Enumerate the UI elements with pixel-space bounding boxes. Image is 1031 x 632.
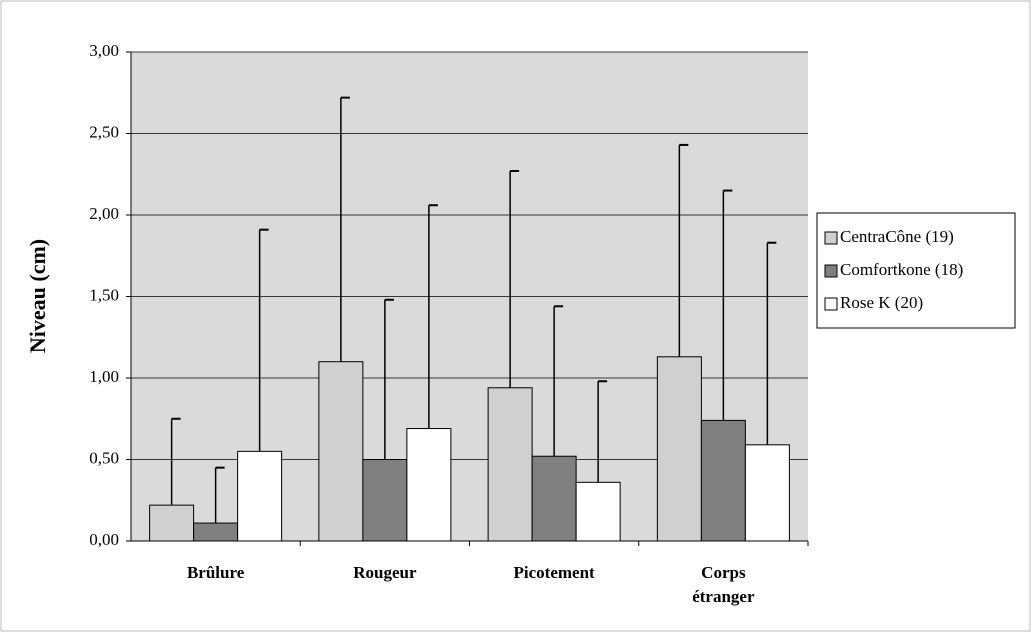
legend-swatch	[824, 297, 838, 311]
bar	[700, 419, 746, 542]
bar	[406, 428, 452, 542]
bar	[318, 361, 364, 542]
bar	[575, 481, 621, 542]
x-tick-label: Corps étranger	[692, 563, 755, 606]
y-tick-label: 2,00	[89, 204, 119, 223]
bar	[237, 450, 283, 542]
bar	[487, 387, 533, 542]
bar	[193, 522, 239, 542]
x-tick-label: Rougeur	[353, 563, 417, 582]
legend-swatch	[824, 264, 838, 278]
y-tick-label: 2,50	[89, 122, 119, 141]
legend-label: Rose K (20)	[840, 293, 923, 312]
bar	[149, 504, 195, 542]
legend-swatch	[824, 231, 838, 245]
x-tick-label: Brûlure	[186, 563, 245, 582]
y-tick-label: 1,50	[89, 285, 119, 304]
y-tick-label: 0,00	[89, 530, 119, 549]
legend-label: Comfortkone (18)	[840, 260, 963, 279]
bar	[656, 356, 702, 542]
bar	[531, 455, 577, 542]
y-tick-label: 1,00	[89, 367, 119, 386]
bar	[744, 444, 790, 542]
x-tick-label: Picotement	[513, 563, 595, 582]
y-axis-label: Niveau (cm)	[25, 239, 50, 353]
y-tick-label: 3,00	[89, 41, 119, 60]
legend-label: CentraCône (19)	[840, 227, 954, 246]
legend	[816, 212, 1016, 329]
y-tick-label: 0,50	[89, 448, 119, 467]
bar	[362, 459, 408, 542]
